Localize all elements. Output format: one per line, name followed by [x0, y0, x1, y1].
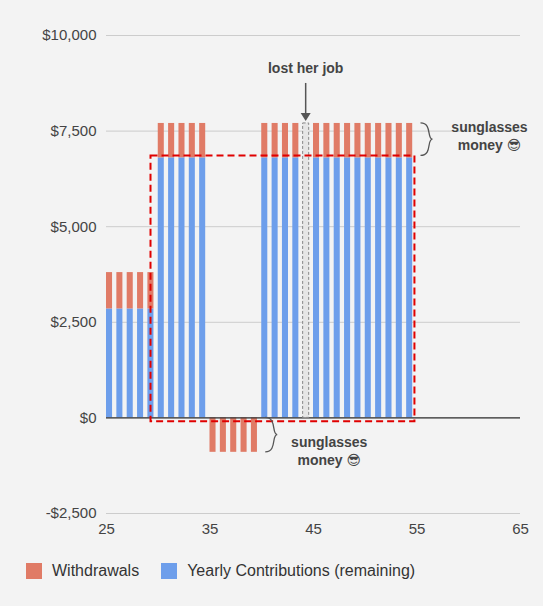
svg-text:55: 55 [409, 520, 426, 537]
svg-text:$7,500: $7,500 [51, 122, 97, 139]
svg-text:sunglassesmoney 😎: sunglassesmoney 😎 [291, 434, 367, 468]
html-text:Yearly Contributions (remainin: Yearly Contributions (remaining) [187, 562, 416, 579]
svg-text:$5,000: $5,000 [51, 218, 97, 235]
svg-text:-$2,500: -$2,500 [46, 504, 97, 521]
svg-text:$10,000: $10,000 [42, 26, 96, 43]
svg-text:lost her job: lost her job [268, 60, 343, 76]
svg-text:sunglassesmoney 😎: sunglassesmoney 😎 [451, 119, 527, 153]
svg-text:$2,500: $2,500 [51, 313, 97, 330]
svg-text:65: 65 [512, 520, 529, 537]
svg-text:$0: $0 [80, 409, 97, 426]
svg-text:35: 35 [202, 520, 219, 537]
html-text:Withdrawals: Withdrawals [52, 562, 140, 579]
svg-text:45: 45 [305, 520, 322, 537]
svg-text:25: 25 [98, 520, 115, 537]
